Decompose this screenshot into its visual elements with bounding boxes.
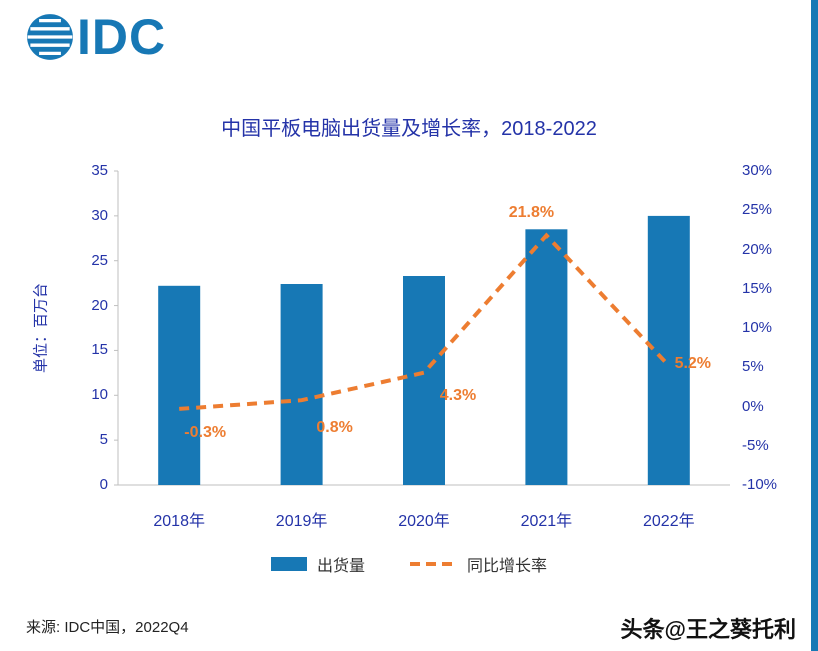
tick-label-right: 15%	[742, 279, 773, 297]
x-axis-label: 2019年	[275, 513, 328, 530]
chart-title: 中国平板电脑出货量及增长率，2018-2022	[221, 118, 597, 140]
legend-item-shipments: 出货量	[270, 552, 365, 576]
tick-label-right: 25%	[742, 201, 773, 219]
idc-globe-icon	[26, 13, 74, 61]
growth-point-label: 5.2%	[674, 354, 712, 372]
bar-2018年	[158, 285, 201, 485]
growth-point-label: 21.8%	[508, 204, 555, 222]
source-text: 来源: IDC中国，2022Q4	[26, 619, 189, 636]
tick-label-left: 30	[91, 206, 108, 224]
legend-label-shipments: 出货量	[316, 558, 365, 575]
legend: 出货量 同比增长率	[0, 552, 818, 576]
x-axis-label: 2021年	[520, 513, 573, 530]
tick-label-right: -5%	[742, 436, 769, 454]
bar-legend-swatch	[270, 557, 307, 571]
tick-label-left: 35	[91, 162, 108, 179]
growth-line-legend-icon	[409, 560, 457, 568]
tick-label-left: 10	[91, 386, 108, 404]
growth-point-label: 4.3%	[439, 386, 477, 404]
idc-logo: IDC	[26, 12, 166, 62]
tick-label-right: 10%	[742, 319, 773, 336]
bar-2022年	[647, 215, 690, 485]
tick-label-left: 0	[99, 476, 108, 493]
tick-label-left: 20	[91, 296, 108, 314]
tick-label-right: 5%	[742, 358, 764, 376]
tick-label-left: 5	[99, 431, 108, 449]
bar-2019年	[280, 284, 323, 485]
tick-label-right: 20%	[742, 240, 773, 258]
tick-label-left: 15	[91, 341, 108, 359]
idc-logo-text: IDC	[77, 9, 167, 65]
tick-label-right: 0%	[742, 397, 764, 415]
tick-label-right: -10%	[742, 476, 778, 493]
x-axis-label: 2018年	[153, 513, 205, 530]
legend-label-growth: 同比增长率	[467, 558, 548, 575]
bar-2021年	[525, 229, 568, 485]
growth-point-label: 0.8%	[316, 419, 353, 437]
bar-2020年	[403, 276, 445, 485]
watermark-text: 头条@王之葵托利	[620, 617, 796, 642]
legend-item-growth: 同比增长率	[409, 552, 547, 576]
right-edge-accent	[811, 0, 818, 651]
x-axis-label: 2020年	[398, 513, 450, 530]
x-axis-label: 2022年	[642, 513, 695, 530]
tick-label-left: 25	[91, 251, 108, 269]
tick-label-right: 30%	[742, 162, 773, 179]
growth-point-label: -0.3%	[184, 423, 227, 441]
